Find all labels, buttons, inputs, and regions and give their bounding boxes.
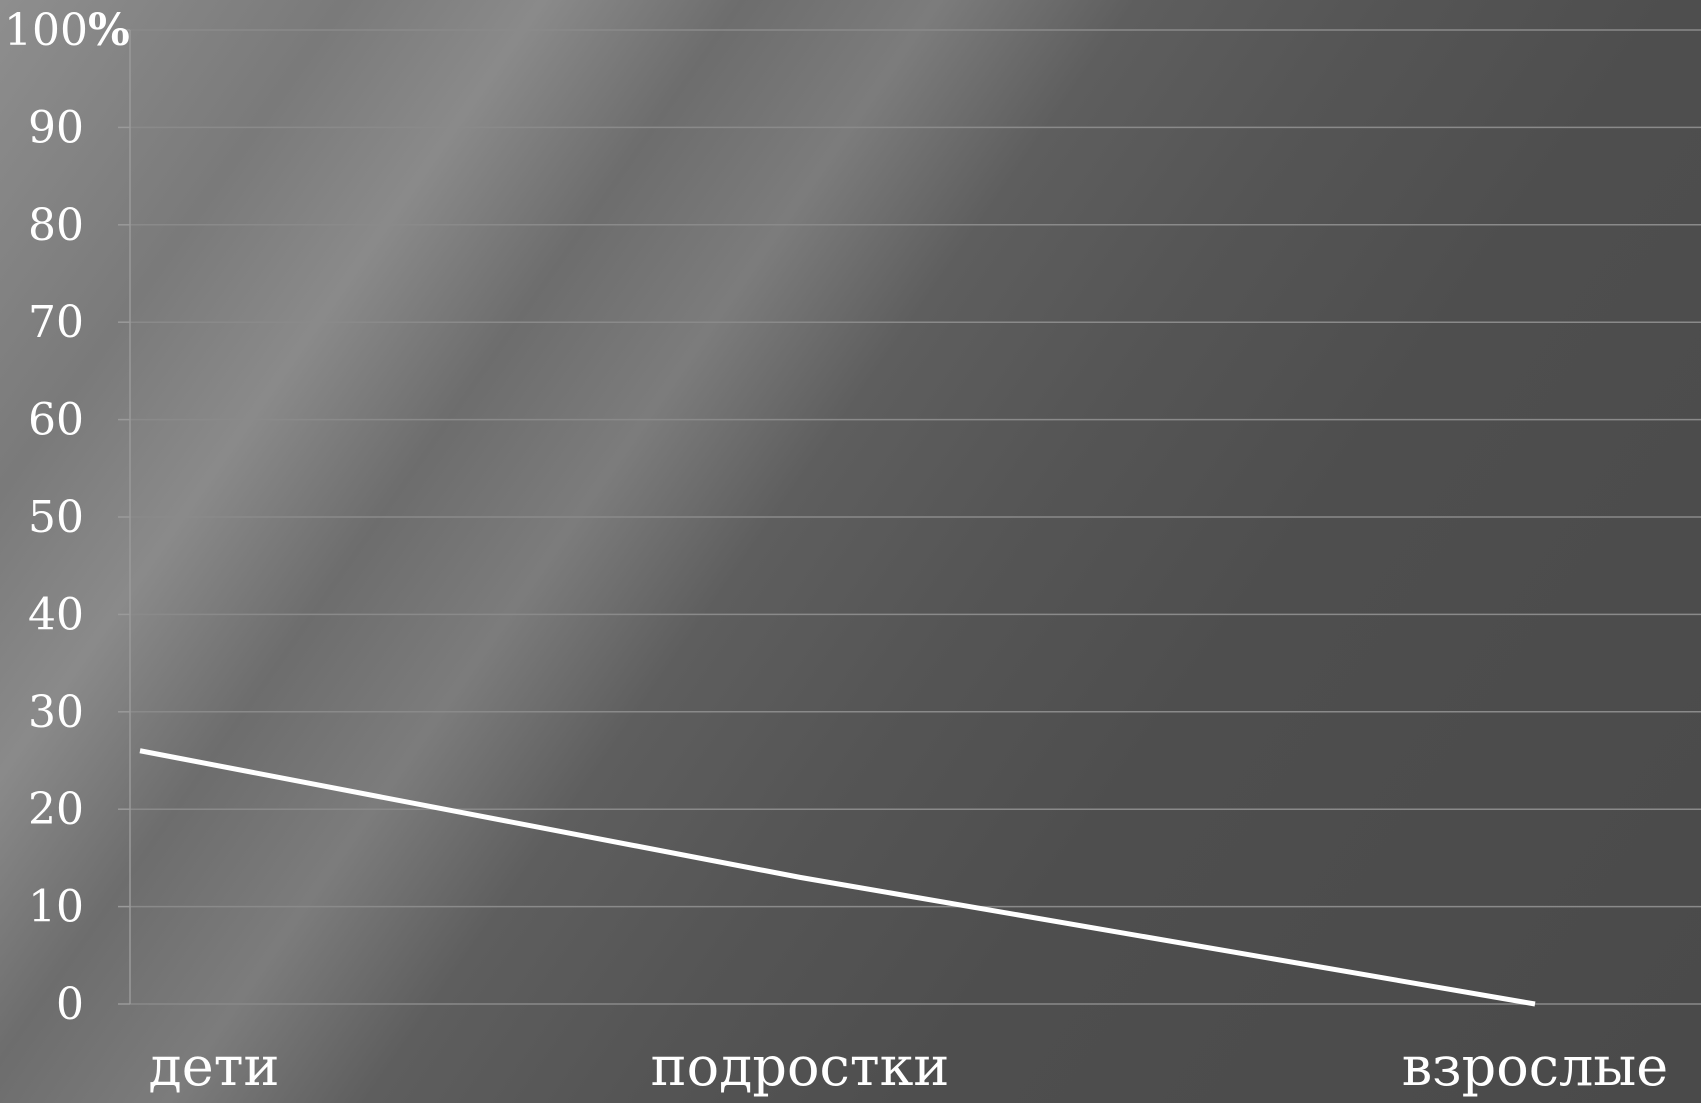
axes [118, 29, 131, 1005]
y-tick-label: 90 [28, 102, 84, 153]
y-tick-label: 70 [28, 297, 84, 348]
y-tick-label: 10 [28, 882, 84, 933]
y-tick-label: 40 [28, 589, 84, 640]
y-tick-label: 20 [28, 784, 84, 835]
y-unit-label: % [88, 5, 130, 56]
y-tick-label: 100 [4, 5, 88, 56]
gridlines [130, 29, 1701, 1005]
y-tick-label: 80 [28, 200, 84, 251]
x-category-label: взрослые [1402, 1035, 1668, 1098]
labels: 0 10 20 30 40 50 60 70 80 90 100 % дети подростки взро… [4, 5, 1668, 1098]
x-category-label: подростки [651, 1035, 950, 1098]
y-tick-label: 0 [56, 979, 84, 1030]
series-line [139, 748, 1536, 1007]
y-tick-label: 60 [28, 395, 84, 446]
y-tick-label: 50 [28, 492, 84, 543]
series [139, 748, 1536, 1007]
y-tick-label: 30 [28, 687, 84, 738]
x-category-label: дети [148, 1035, 279, 1098]
